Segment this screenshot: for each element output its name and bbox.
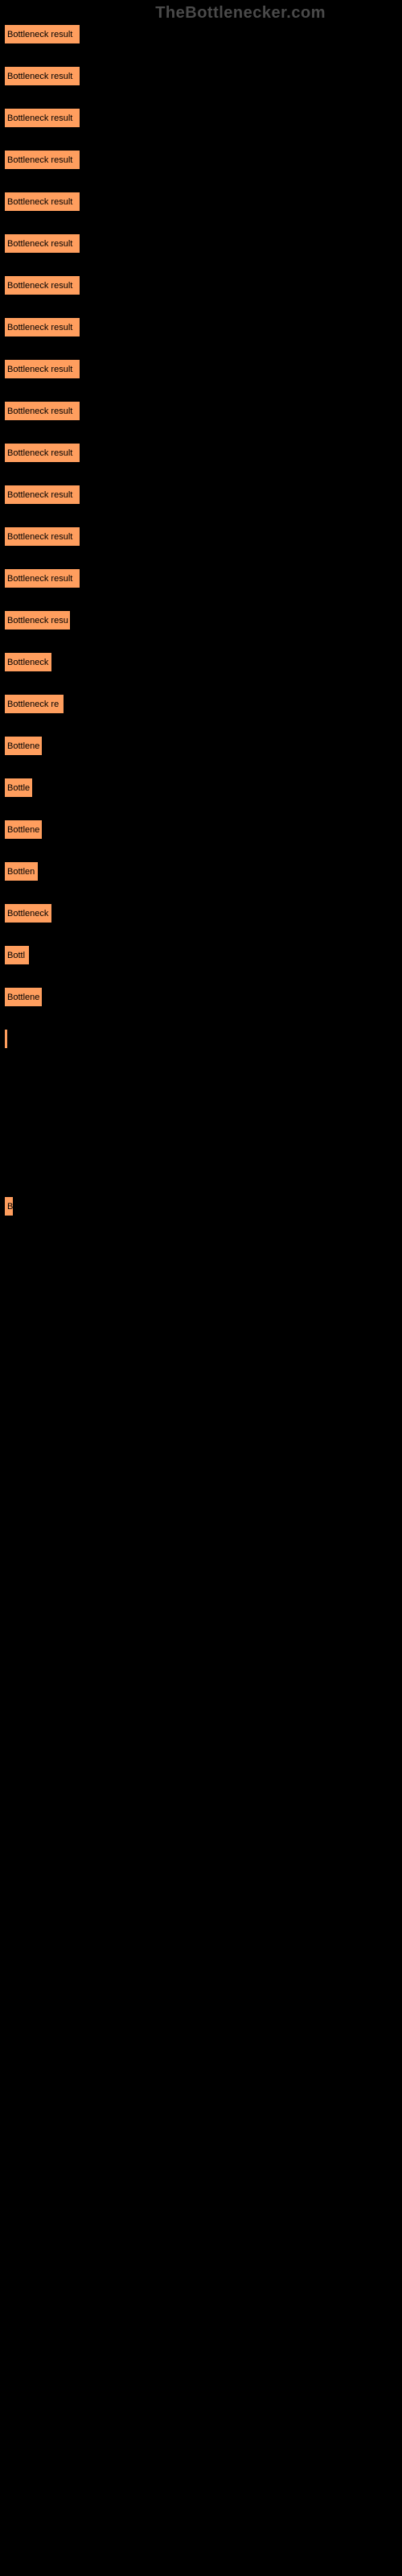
bar-row: Bottleneck result: [4, 192, 402, 212]
bar: Bottlene: [4, 819, 43, 840]
bar: Bottleneck result: [4, 150, 80, 170]
bar-row: Bottlene: [4, 987, 402, 1007]
watermark-text: TheBottlenecker.com: [155, 4, 326, 23]
chart-container: Bottleneck result Bottleneck result Bottle…: [0, 0, 402, 1258]
bar-row: B: [4, 1196, 402, 1216]
bar-row: Bottleneck result: [4, 401, 402, 421]
bar-row: Bottl: [4, 945, 402, 965]
bar-row: Bottle: [4, 778, 402, 798]
bar: Bottleneck result: [4, 66, 80, 86]
bar-row: [4, 1154, 402, 1174]
bar-row: [4, 1029, 402, 1049]
bar: Bottleneck result: [4, 443, 80, 463]
bar: Bottleneck result: [4, 401, 80, 421]
bar: Bottle: [4, 778, 33, 798]
bar: Bottleneck re: [4, 694, 64, 714]
bar: Bottleneck result: [4, 233, 80, 254]
bar: Bottleneck result: [4, 568, 80, 588]
bar: Bottl: [4, 945, 30, 965]
bar: Bottleneck resu: [4, 610, 71, 630]
bar-row: Bottleneck result: [4, 108, 402, 128]
bar: Bottleneck: [4, 903, 52, 923]
bar: Bottleneck result: [4, 485, 80, 505]
bar-row: Bottlene: [4, 819, 402, 840]
bar: Bottlene: [4, 987, 43, 1007]
bar-row: Bottlen: [4, 861, 402, 881]
bar-row: Bottleneck result: [4, 150, 402, 170]
bar-row: Bottlene: [4, 736, 402, 756]
bar-row: [4, 1071, 402, 1091]
bar-row: [4, 1238, 402, 1258]
bar: Bottleneck result: [4, 359, 80, 379]
bar-row: Bottleneck resu: [4, 610, 402, 630]
bar-row: Bottleneck result: [4, 526, 402, 547]
bar: Bottleneck result: [4, 275, 80, 295]
bar-row: Bottleneck result: [4, 443, 402, 463]
bar: Bottleneck: [4, 652, 52, 672]
bar-row: Bottleneck: [4, 903, 402, 923]
bar-row: [4, 1113, 402, 1133]
bar-row: Bottleneck result: [4, 317, 402, 337]
bar: B: [4, 1196, 14, 1216]
bar: Bottleneck result: [4, 108, 80, 128]
bar: Bottleneck result: [4, 526, 80, 547]
bar-row: Bottleneck: [4, 652, 402, 672]
bar-row: Bottleneck result: [4, 66, 402, 86]
bar: [4, 1029, 8, 1049]
bar-row: Bottleneck result: [4, 359, 402, 379]
bar: Bottleneck result: [4, 317, 80, 337]
bar-row: Bottleneck result: [4, 233, 402, 254]
bar-row: Bottleneck result: [4, 485, 402, 505]
bar-row: Bottleneck result: [4, 24, 402, 44]
bar-row: Bottleneck result: [4, 568, 402, 588]
bar: Bottlen: [4, 861, 39, 881]
bar-row: Bottleneck re: [4, 694, 402, 714]
bar: Bottlene: [4, 736, 43, 756]
bar: Bottleneck result: [4, 24, 80, 44]
bar: Bottleneck result: [4, 192, 80, 212]
bar-row: Bottleneck result: [4, 275, 402, 295]
